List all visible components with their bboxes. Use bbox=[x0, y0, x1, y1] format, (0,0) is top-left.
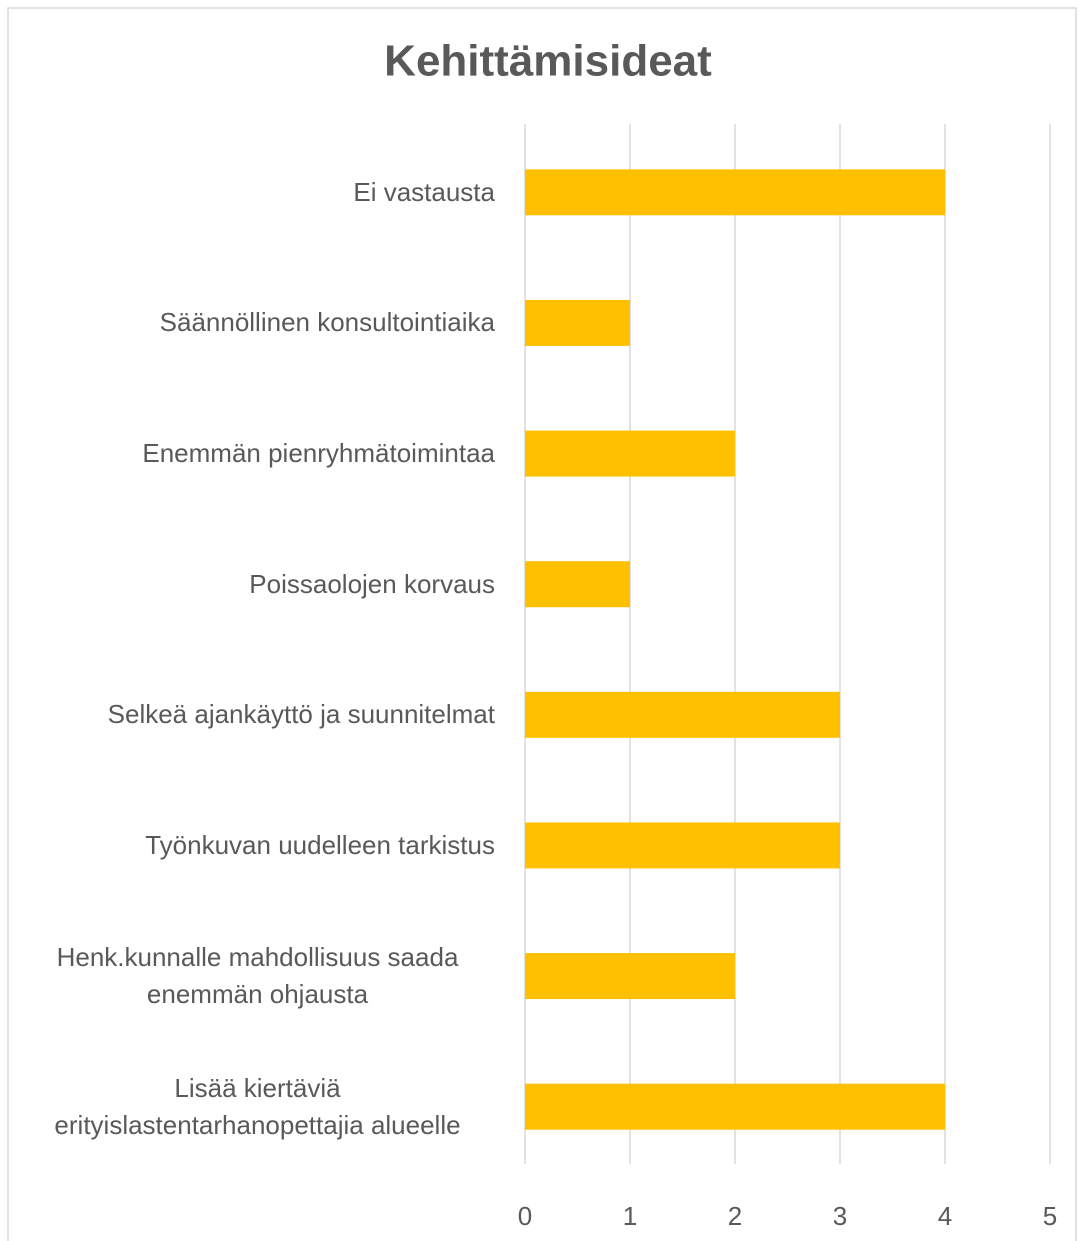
x-tick-label: 0 bbox=[518, 1201, 532, 1231]
bar bbox=[525, 953, 735, 1000]
y-tick-label: Työnkuvan uudelleen tarkistus bbox=[145, 829, 495, 860]
y-tick-label-box: Selkeä ajankäyttö ja suunnitelmat bbox=[108, 650, 495, 781]
y-tick-label: Lisää kiertäviä erityislastentarhanopett… bbox=[54, 1072, 461, 1140]
y-tick-label-box: Säännöllinen konsultointiaika bbox=[160, 258, 495, 389]
bar bbox=[525, 1083, 945, 1130]
x-tick-label: 3 bbox=[833, 1201, 847, 1231]
bar bbox=[525, 561, 630, 608]
bar bbox=[525, 169, 945, 216]
y-tick-label: Selkeä ajankäyttö ja suunnitelmat bbox=[107, 699, 495, 730]
y-tick-label-box: Ei vastausta bbox=[353, 127, 495, 258]
y-tick-label: Enemmän pienryhmätoimintaa bbox=[142, 438, 495, 469]
y-tick-label-box: Poissaolojen korvaus bbox=[249, 519, 495, 650]
y-tick-label-box: Enemmän pienryhmätoimintaa bbox=[142, 388, 495, 519]
y-tick-label: Säännöllinen konsultointiaika bbox=[159, 307, 495, 338]
bar bbox=[525, 822, 840, 869]
bar bbox=[525, 430, 735, 477]
y-tick-label: Ei vastausta bbox=[353, 176, 495, 207]
x-tick-label: 5 bbox=[1043, 1201, 1057, 1231]
bar bbox=[525, 691, 840, 738]
x-tick-label: 4 bbox=[938, 1201, 952, 1231]
y-tick-label-box: Henk.kunnalle mahdollisuus saada enemmän… bbox=[20, 911, 495, 1042]
y-tick-label: Henk.kunnalle mahdollisuus saada enemmän… bbox=[56, 942, 459, 1010]
x-tick-label: 1 bbox=[623, 1201, 637, 1231]
y-tick-label-box: Lisää kiertäviä erityislastentarhanopett… bbox=[20, 1041, 495, 1172]
chart-title: Kehittämisideat bbox=[384, 37, 712, 86]
y-tick-label-box: Työnkuvan uudelleen tarkistus bbox=[145, 780, 495, 911]
y-tick-label: Poissaolojen korvaus bbox=[249, 568, 495, 599]
x-tick-label: 2 bbox=[728, 1201, 742, 1231]
bar bbox=[525, 299, 630, 346]
